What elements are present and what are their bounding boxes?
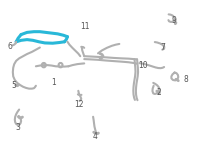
Text: 10: 10 (139, 61, 148, 70)
Text: 7: 7 (161, 43, 166, 52)
Text: 9: 9 (172, 16, 176, 25)
Text: 4: 4 (93, 132, 98, 141)
Text: 5: 5 (12, 81, 17, 90)
Text: 12: 12 (75, 100, 84, 109)
Text: 6: 6 (8, 42, 13, 51)
Text: 2: 2 (157, 88, 162, 97)
Text: 1: 1 (51, 78, 56, 87)
Text: 3: 3 (16, 123, 21, 132)
Text: 8: 8 (183, 76, 188, 85)
Text: 11: 11 (80, 22, 90, 31)
